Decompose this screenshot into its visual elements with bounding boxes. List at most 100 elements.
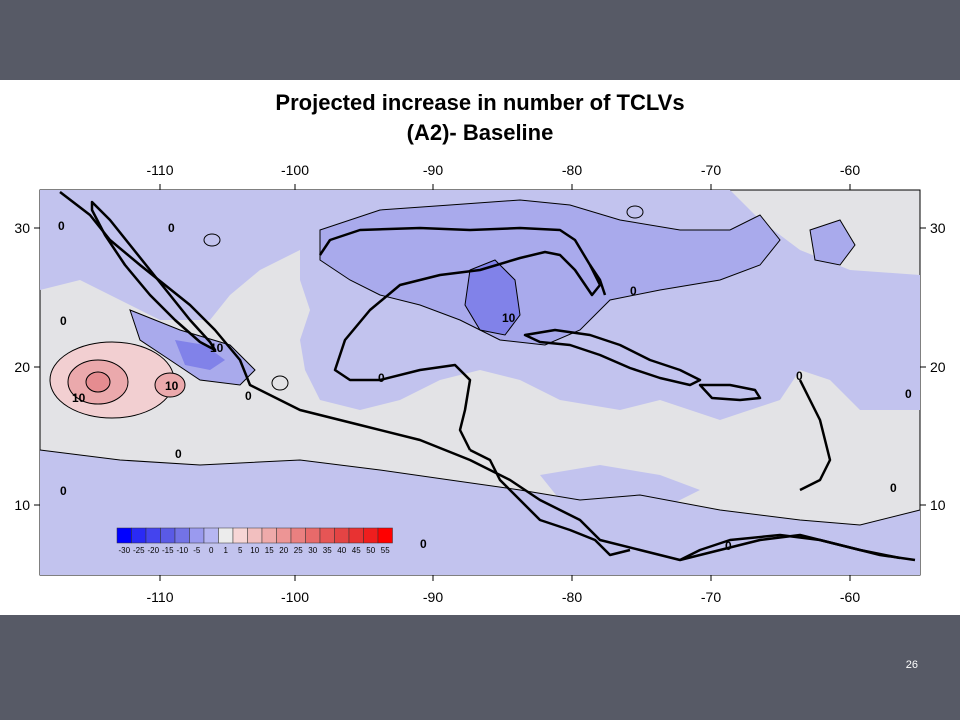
colorbar-label: -15 <box>162 546 174 555</box>
pink-secondary <box>154 372 186 398</box>
colorbar-label: -25 <box>133 546 145 555</box>
colorbar-label: 20 <box>279 546 288 555</box>
figure-panel: Projected increase in number of TCLVs (A… <box>0 80 960 615</box>
contour-label: 10 <box>210 341 224 355</box>
colorbar-label: -5 <box>193 546 201 555</box>
coastline <box>59 191 916 562</box>
title-line-2: (A2)- Baseline <box>406 120 554 145</box>
coastline-baja <box>90 200 217 352</box>
colorbar-swatch <box>261 527 277 544</box>
colorbar-swatch <box>305 527 321 544</box>
region-northeast <box>810 220 855 265</box>
colorbar-swatch <box>276 527 292 544</box>
lat-tick-right: 10 <box>930 497 946 513</box>
colorbar-label: 10 <box>250 546 259 555</box>
lon-tick-top: -70 <box>701 162 721 178</box>
coastline-mexico-pacific <box>59 191 916 562</box>
contour-label: 0 <box>890 481 897 495</box>
colorbar-swatch <box>319 527 335 544</box>
colorbar-label: 50 <box>366 546 375 555</box>
region-east-pacific <box>40 450 920 575</box>
contour-label: 0 <box>58 219 65 233</box>
colorbar-label: 1 <box>224 546 229 555</box>
lon-tick-top: -60 <box>840 162 860 178</box>
colorbar-label: 25 <box>294 546 303 555</box>
colorbar-swatch <box>145 527 161 544</box>
contour-label: 0 <box>725 539 732 553</box>
contour-lines <box>39 199 921 526</box>
colorbar-swatch <box>160 527 176 544</box>
colorbar-label: 35 <box>323 546 332 555</box>
colorbar-label: 30 <box>308 546 317 555</box>
contour-label: 0 <box>796 369 803 383</box>
lat-tick-left: 30 <box>14 220 30 236</box>
lon-tick-bottom: -80 <box>562 589 582 605</box>
colorbar-swatch <box>348 527 364 544</box>
lon-tick-marks <box>159 184 851 581</box>
colorbar-label: 5 <box>238 546 243 555</box>
colorbar-label: 15 <box>265 546 274 555</box>
colorbar-label: 55 <box>381 546 390 555</box>
colorbar-swatch <box>174 527 190 544</box>
region-east-atlantic <box>880 340 920 410</box>
colorbar-swatch <box>363 527 379 544</box>
slide-bottom-band <box>0 615 960 720</box>
lat-ticks-right: 30 20 10 <box>930 220 946 513</box>
contour-label: 10 <box>165 379 179 393</box>
colorbar-swatch <box>131 527 147 544</box>
contour-label: 0 <box>905 387 912 401</box>
contour-labels: 10 10 10 10 0 0 0 0 0 0 0 0 0 0 0 0 0 <box>58 219 912 553</box>
colorbar-label: -10 <box>176 546 188 555</box>
lon-ticks-top: -110 -100 -90 -80 -70 -60 <box>147 162 861 178</box>
lon-tick-bottom: -60 <box>840 589 860 605</box>
coastline-antilles <box>798 379 832 492</box>
lat-tick-right: 20 <box>930 359 946 375</box>
contour-label: 10 <box>502 311 516 325</box>
contour-label: 10 <box>72 391 86 405</box>
coastline-florida-keys <box>588 264 607 296</box>
lon-tick-top: -80 <box>562 162 582 178</box>
colorbar-swatch <box>290 527 306 544</box>
coastline-hispaniola <box>698 383 762 402</box>
title-line-1: Projected increase in number of TCLVs <box>275 90 685 115</box>
colorbar-swatch <box>218 527 234 544</box>
colorbar-label: -20 <box>147 546 159 555</box>
lon-tick-bottom: -70 <box>701 589 721 605</box>
colorbar-label: -30 <box>118 546 130 555</box>
colorbar-swatch <box>247 527 263 544</box>
page-number: 26 <box>905 659 918 671</box>
lat-ticks-left: 30 20 10 <box>14 220 30 513</box>
figure-title: Projected increase in number of TCLVs (A… <box>0 88 960 148</box>
colorbar-swatch <box>189 527 205 544</box>
colorbar-swatch <box>116 527 132 544</box>
lon-tick-bottom: -90 <box>423 589 443 605</box>
slide-top-band <box>0 0 960 80</box>
coastline-gulf <box>318 226 602 451</box>
pink-inner <box>85 371 111 393</box>
contour-label: 0 <box>175 447 182 461</box>
map-figure: -110 -100 -90 -80 -70 -60 -110 -100 -90 … <box>14 162 946 605</box>
colorbar-label: 0 <box>209 546 214 555</box>
lat-tick-left: 10 <box>14 497 30 513</box>
contour-label: 0 <box>168 221 175 235</box>
colorbar-label: 45 <box>352 546 361 555</box>
lat-tick-right: 30 <box>930 220 946 236</box>
lon-tick-top: -110 <box>147 162 174 178</box>
region-gulf-core <box>320 200 780 345</box>
contour-label: 0 <box>60 484 67 498</box>
region-baja-minimum <box>175 340 225 370</box>
lon-ticks-bottom: -110 -100 -90 -80 -70 -60 <box>147 589 861 605</box>
colorbar-swatch <box>203 527 219 544</box>
coastline-cuba <box>523 328 702 387</box>
dark-blue-regions <box>175 260 520 370</box>
coastline-central-america <box>469 448 631 557</box>
lon-tick-top: -90 <box>423 162 443 178</box>
lon-tick-bottom: -100 <box>281 589 309 605</box>
contour-label: 0 <box>60 314 67 328</box>
colorbar-swatch <box>334 527 350 544</box>
contour-label: 0 <box>630 284 637 298</box>
contour-label: 0 <box>378 371 385 385</box>
colorbar-swatch <box>232 527 248 544</box>
contour-label: 0 <box>245 389 252 403</box>
region-gulf-minimum <box>465 260 520 335</box>
